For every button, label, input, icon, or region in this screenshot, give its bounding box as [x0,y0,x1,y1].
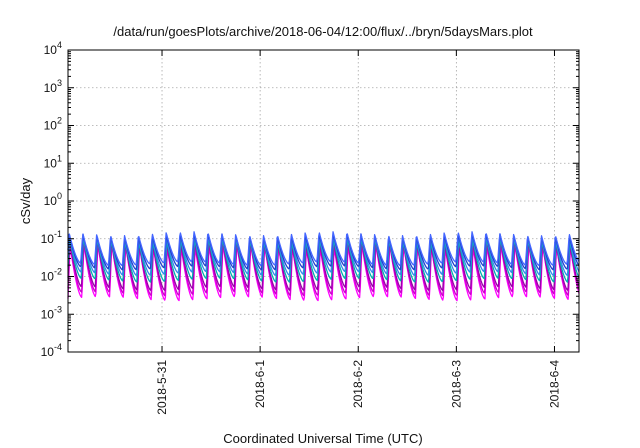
y-axis-label: cSv/day [18,177,33,224]
x-axis-label: Coordinated Universal Time (UTC) [223,431,422,446]
y-tick-label: 10-2 [41,267,62,284]
x-tick-label: 2018-6-4 [547,360,561,408]
y-tick-label: 102 [44,116,62,133]
y-tick-label: 10-3 [41,304,62,321]
y-tick-label: 104 [44,40,62,57]
series-layer [67,231,580,302]
y-tick-label: 103 [44,78,62,95]
x-tick-labels: 2018-5-31 2018-6-1 2018-6-2 2018-6-3 2018-6-… [155,360,561,415]
grid [68,50,579,352]
y-tick-label: 10-4 [41,342,62,359]
x-tick-label: 2018-6-3 [449,360,463,408]
y-tick-labels: 10-4 10-3 10-2 10-1 100 101 102 103 104 [41,40,62,359]
x-tick-label: 2018-5-31 [155,360,169,415]
y-tick-label: 101 [44,153,62,170]
x-tick-label: 2018-6-1 [253,360,267,408]
ticks [68,49,579,353]
y-tick-label: 100 [44,191,62,208]
chart-title: /data/run/goesPlots/archive/2018-06-04/1… [113,24,533,39]
series-line [67,231,580,267]
y-tick-label: 10-1 [41,229,62,246]
x-tick-label: 2018-6-2 [351,360,365,408]
